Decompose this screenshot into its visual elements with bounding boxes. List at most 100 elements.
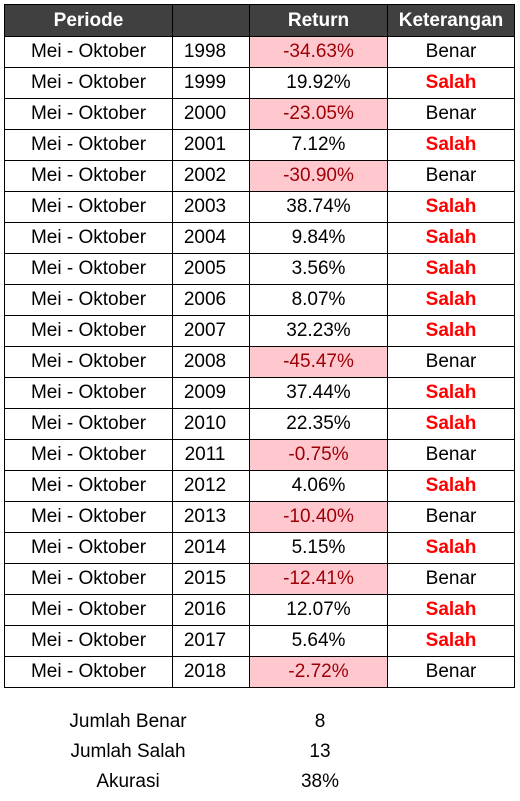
cell-keterangan: Benar bbox=[387, 36, 515, 68]
table-row: Mei - Oktober 1999 19.92% Salah bbox=[4, 67, 515, 99]
cell-return: 22.35% bbox=[249, 408, 388, 440]
summary-value: 38% bbox=[300, 771, 340, 792]
cell-year: 2017 bbox=[172, 625, 250, 657]
cell-year: 2011 bbox=[172, 439, 250, 471]
cell-year: 2014 bbox=[172, 532, 250, 564]
cell-year: 2012 bbox=[172, 470, 250, 502]
cell-return: 5.15% bbox=[249, 532, 388, 564]
cell-keterangan: Salah bbox=[387, 129, 515, 161]
cell-periode: Mei - Oktober bbox=[4, 160, 173, 192]
summary-value: 8 bbox=[314, 711, 326, 732]
cell-keterangan: Salah bbox=[387, 67, 515, 99]
cell-return: -45.47% bbox=[249, 346, 388, 378]
cell-return: 8.07% bbox=[249, 284, 388, 316]
cell-year: 2005 bbox=[172, 253, 250, 285]
cell-return: 5.64% bbox=[249, 625, 388, 657]
cell-keterangan: Salah bbox=[387, 284, 515, 316]
cell-keterangan: Salah bbox=[387, 594, 515, 626]
table-row: Mei - Oktober 2006 8.07% Salah bbox=[4, 284, 515, 316]
cell-return: -23.05% bbox=[249, 98, 388, 130]
cell-return: -34.63% bbox=[249, 36, 388, 68]
cell-year: 2000 bbox=[172, 98, 250, 130]
table-row: Mei - Oktober 2010 22.35% Salah bbox=[4, 408, 515, 440]
cell-year: 2013 bbox=[172, 501, 250, 533]
cell-periode: Mei - Oktober bbox=[4, 377, 173, 409]
cell-periode: Mei - Oktober bbox=[4, 532, 173, 564]
cell-return: -0.75% bbox=[249, 439, 388, 471]
cell-periode: Mei - Oktober bbox=[4, 284, 173, 316]
cell-periode: Mei - Oktober bbox=[4, 408, 173, 440]
cell-keterangan: Benar bbox=[387, 563, 515, 595]
cell-return: -10.40% bbox=[249, 501, 388, 533]
cell-keterangan: Salah bbox=[387, 222, 515, 254]
cell-periode: Mei - Oktober bbox=[4, 563, 173, 595]
table-row: Mei - Oktober 2015 -12.41% Benar bbox=[4, 563, 515, 595]
cell-return: 3.56% bbox=[249, 253, 388, 285]
summary-value: 13 bbox=[309, 741, 331, 762]
cell-return: 12.07% bbox=[249, 594, 388, 626]
cell-keterangan: Salah bbox=[387, 625, 515, 657]
cell-keterangan: Benar bbox=[387, 98, 515, 130]
cell-periode: Mei - Oktober bbox=[4, 222, 173, 254]
table-row: Mei - Oktober 2018 -2.72% Benar bbox=[4, 656, 515, 688]
cell-year: 2009 bbox=[172, 377, 250, 409]
cell-return: 7.12% bbox=[249, 129, 388, 161]
cell-keterangan: Salah bbox=[387, 191, 515, 223]
cell-periode: Mei - Oktober bbox=[4, 67, 173, 99]
cell-keterangan: Benar bbox=[387, 346, 515, 378]
cell-year: 2001 bbox=[172, 129, 250, 161]
summary-label: Jumlah Salah bbox=[70, 741, 186, 762]
table-row: Mei - Oktober 1998 -34.63% Benar bbox=[4, 36, 515, 68]
cell-return: -30.90% bbox=[249, 160, 388, 192]
table-row: Mei - Oktober 2007 32.23% Salah bbox=[4, 315, 515, 347]
table-row: Mei - Oktober 2011 -0.75% Benar bbox=[4, 439, 515, 471]
cell-year: 2010 bbox=[172, 408, 250, 440]
cell-keterangan: Salah bbox=[387, 532, 515, 564]
cell-year: 2006 bbox=[172, 284, 250, 316]
cell-year: 2004 bbox=[172, 222, 250, 254]
table-row: Mei - Oktober 2004 9.84% Salah bbox=[4, 222, 515, 254]
cell-periode: Mei - Oktober bbox=[4, 439, 173, 471]
table-row: Mei - Oktober 2012 4.06% Salah bbox=[4, 470, 515, 502]
results-table: Periode Return Keterangan Mei - Oktober 1… bbox=[4, 4, 515, 688]
cell-periode: Mei - Oktober bbox=[4, 98, 173, 130]
cell-year: 2015 bbox=[172, 563, 250, 595]
cell-year: 2018 bbox=[172, 656, 250, 688]
summary-label: Akurasi bbox=[96, 771, 160, 792]
cell-keterangan: Benar bbox=[387, 160, 515, 192]
cell-return: 38.74% bbox=[249, 191, 388, 223]
header-keterangan: Keterangan bbox=[387, 4, 515, 37]
cell-periode: Mei - Oktober bbox=[4, 470, 173, 502]
table-header: Periode Return Keterangan bbox=[4, 4, 515, 37]
header-return: Return bbox=[249, 4, 388, 37]
cell-year: 1998 bbox=[172, 36, 250, 68]
table-row: Mei - Oktober 2016 12.07% Salah bbox=[4, 594, 515, 626]
cell-periode: Mei - Oktober bbox=[4, 129, 173, 161]
summary-table: Jumlah Benar 8 Jumlah Salah 13 Akurasi 38% bbox=[30, 707, 414, 797]
table-row: Mei - Oktober 2017 5.64% Salah bbox=[4, 625, 515, 657]
table-row: Mei - Oktober 2000 -23.05% Benar bbox=[4, 98, 515, 130]
cell-year: 2002 bbox=[172, 160, 250, 192]
cell-keterangan: Benar bbox=[387, 439, 515, 471]
table-row: Mei - Oktober 2003 38.74% Salah bbox=[4, 191, 515, 223]
cell-return: 37.44% bbox=[249, 377, 388, 409]
cell-keterangan: Salah bbox=[387, 377, 515, 409]
cell-periode: Mei - Oktober bbox=[4, 315, 173, 347]
cell-year: 2003 bbox=[172, 191, 250, 223]
cell-keterangan: Benar bbox=[387, 656, 515, 688]
cell-return: 4.06% bbox=[249, 470, 388, 502]
cell-year: 2007 bbox=[172, 315, 250, 347]
cell-periode: Mei - Oktober bbox=[4, 36, 173, 68]
cell-return: 19.92% bbox=[249, 67, 388, 99]
cell-keterangan: Salah bbox=[387, 470, 515, 502]
summary-row: Jumlah Salah 13 bbox=[30, 737, 414, 767]
cell-return: -12.41% bbox=[249, 563, 388, 595]
cell-year: 1999 bbox=[172, 67, 250, 99]
summary-body: Jumlah Benar 8 Jumlah Salah 13 Akurasi 38% bbox=[30, 707, 414, 797]
cell-periode: Mei - Oktober bbox=[4, 501, 173, 533]
table-row: Mei - Oktober 2009 37.44% Salah bbox=[4, 377, 515, 409]
cell-keterangan: Salah bbox=[387, 408, 515, 440]
cell-periode: Mei - Oktober bbox=[4, 346, 173, 378]
cell-return: 32.23% bbox=[249, 315, 388, 347]
cell-keterangan: Salah bbox=[387, 315, 515, 347]
